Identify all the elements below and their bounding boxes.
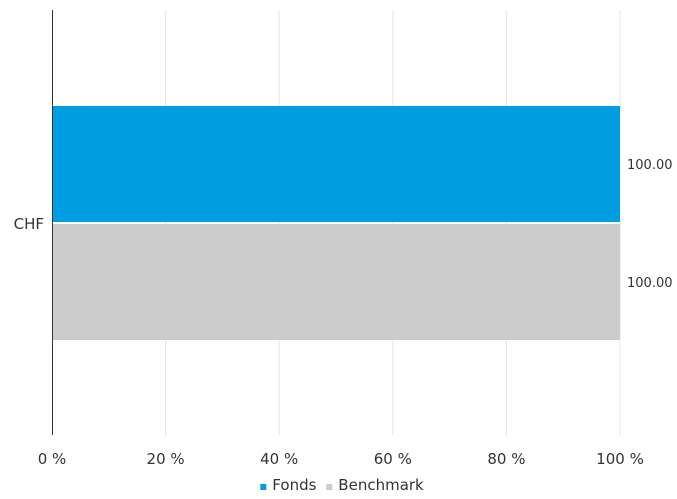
legend-item-fonds[interactable]: Fonds [260,476,317,494]
category-label: CHF [14,215,44,233]
legend-swatch [326,484,333,490]
x-tick-label: 20 % [147,450,185,468]
legend-label: Benchmark [338,476,424,494]
legend-swatch [260,484,267,490]
bar-benchmark [52,224,620,340]
legend-item-benchmark[interactable]: Benchmark [326,476,424,494]
x-tick-label: 40 % [260,450,298,468]
x-tick-label: 80 % [487,450,525,468]
legend-label: Fonds [272,476,316,494]
labels: 0 % 20 % 40 % 60 % 80 % 100 % 100.00 100.00 CHF [14,158,673,468]
legend[interactable]: Fonds Benchmark [260,476,424,494]
bars [52,106,620,340]
gridlines [165,10,621,435]
bar-fonds [52,106,620,222]
x-tick-label: 60 % [374,450,412,468]
data-label-fonds: 100.00 [627,158,673,173]
x-tick-label: 0 % [38,450,67,468]
x-tick-label: 100 % [596,450,644,468]
data-label-benchmark: 100.00 [627,276,673,291]
